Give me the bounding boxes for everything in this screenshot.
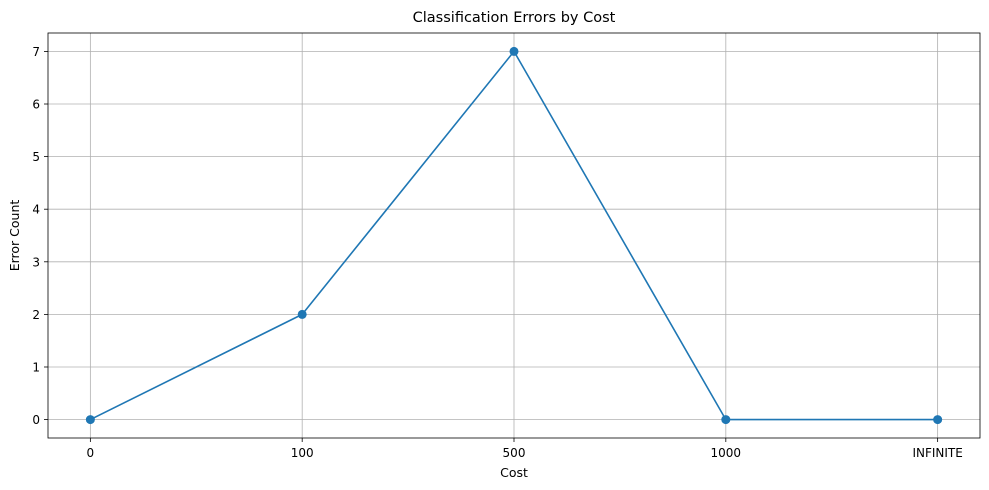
x-tick-label: INFINITE	[912, 446, 962, 460]
data-point	[297, 309, 307, 319]
x-tick-label: 500	[503, 446, 526, 460]
y-tick-label: 1	[32, 360, 40, 374]
chart-title: Classification Errors by Cost	[413, 10, 616, 26]
series-layer	[85, 46, 943, 425]
y-tick-label: 4	[32, 203, 40, 217]
axis-ticks: 0 100 500 1000 INFINITE 0 1 2 3 4 5 6 7	[32, 45, 962, 460]
data-point	[509, 46, 519, 56]
grid	[48, 33, 980, 438]
x-tick-label: 1000	[711, 446, 742, 460]
y-tick-label: 5	[32, 150, 40, 164]
y-tick-label: 2	[32, 308, 40, 322]
y-axis-label: Error Count	[7, 200, 22, 272]
y-tick-label: 3	[32, 255, 40, 269]
x-tick-label: 100	[291, 446, 314, 460]
x-tick-label: 0	[87, 446, 95, 460]
data-point	[933, 415, 943, 425]
y-tick-label: 6	[32, 98, 40, 112]
data-point	[85, 415, 95, 425]
data-point	[721, 415, 731, 425]
y-tick-label: 7	[32, 45, 40, 59]
x-axis-label: Cost	[500, 465, 528, 480]
y-tick-label: 0	[32, 413, 40, 427]
